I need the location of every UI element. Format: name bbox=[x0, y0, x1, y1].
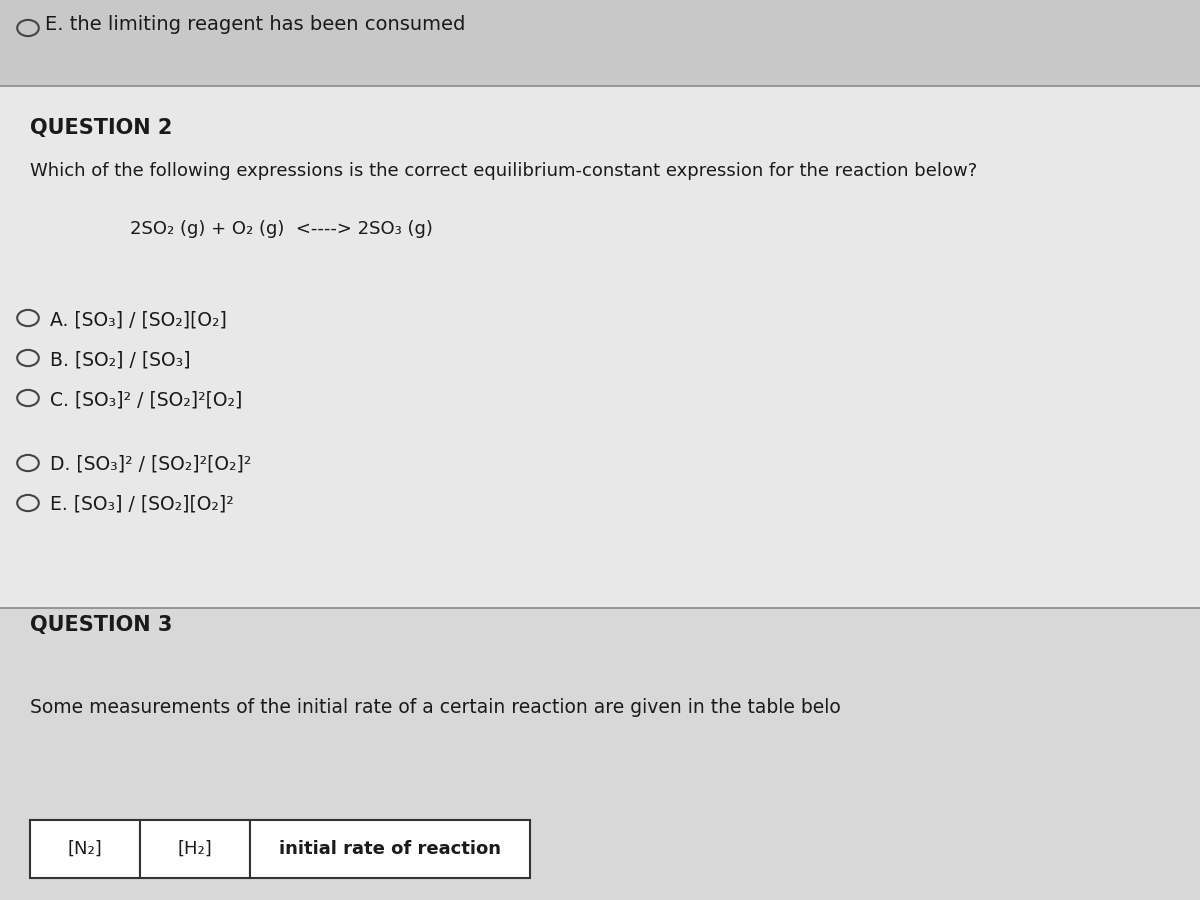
Text: Which of the following expressions is the correct equilibrium-constant expressio: Which of the following expressions is th… bbox=[30, 162, 977, 180]
Text: B. [SO₂] / [SO₃]: B. [SO₂] / [SO₃] bbox=[50, 350, 191, 369]
Text: E. [SO₃] / [SO₂][O₂]²: E. [SO₃] / [SO₂][O₂]² bbox=[50, 495, 234, 514]
Text: C. [SO₃]² / [SO₂]²[O₂]: C. [SO₃]² / [SO₂]²[O₂] bbox=[50, 390, 242, 409]
Text: [H₂]: [H₂] bbox=[178, 840, 212, 858]
Text: Some measurements of the initial rate of a certain reaction are given in the tab: Some measurements of the initial rate of… bbox=[30, 698, 841, 717]
Text: 2SO₂ (g) + O₂ (g)  <----> 2SO₃ (g): 2SO₂ (g) + O₂ (g) <----> 2SO₃ (g) bbox=[130, 220, 433, 238]
Bar bbox=[250, 820, 530, 878]
Text: QUESTION 2: QUESTION 2 bbox=[30, 118, 173, 138]
Text: E. the limiting reagent has been consumed: E. the limiting reagent has been consume… bbox=[46, 15, 466, 34]
Text: [N₂]: [N₂] bbox=[67, 840, 102, 858]
Bar bbox=[30, 820, 140, 878]
Text: QUESTION 3: QUESTION 3 bbox=[30, 615, 173, 635]
Text: A. [SO₃] / [SO₂][O₂]: A. [SO₃] / [SO₂][O₂] bbox=[50, 310, 227, 329]
Bar bbox=[140, 820, 250, 878]
Text: initial rate of reaction: initial rate of reaction bbox=[278, 840, 502, 858]
Text: D. [SO₃]² / [SO₂]²[O₂]²: D. [SO₃]² / [SO₂]²[O₂]² bbox=[50, 455, 251, 474]
